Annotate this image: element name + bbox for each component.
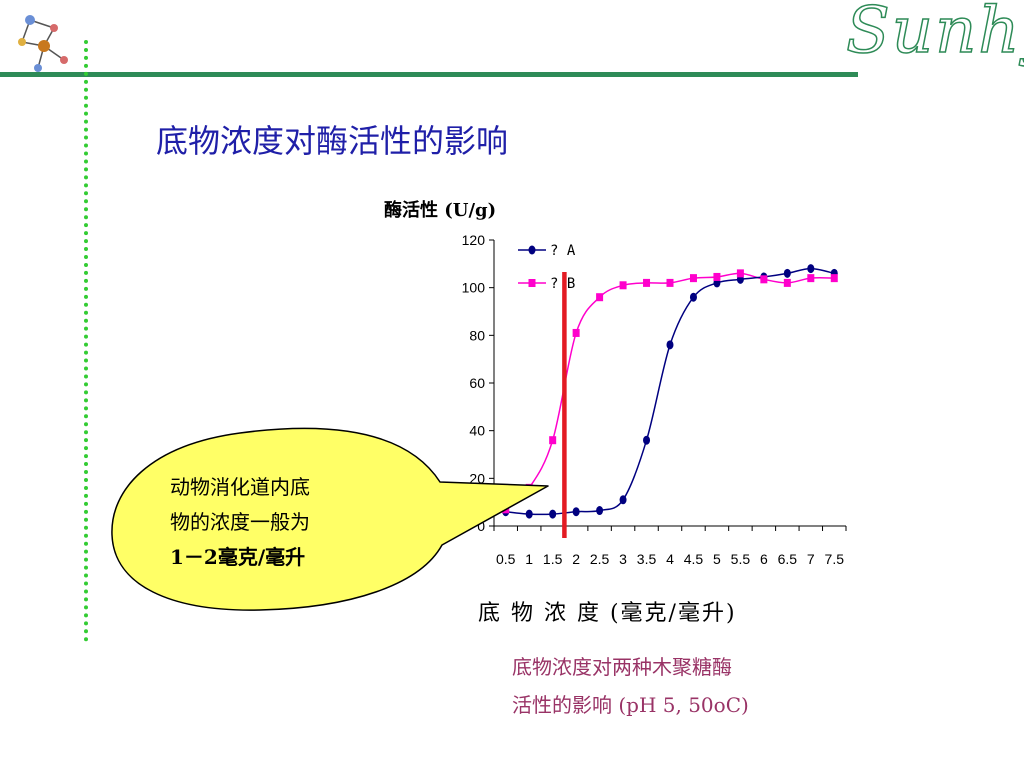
legend-label: ? A	[550, 243, 576, 259]
series-a-point	[619, 495, 627, 505]
x-tick-label: 3	[619, 551, 627, 567]
y-tick-label: 40	[469, 423, 485, 439]
chart-caption: 底物浓度对两种木聚糖酶 活性的影响 (pH 5, 50oC)	[512, 648, 872, 724]
series-b-point	[830, 274, 838, 283]
series-a-point	[525, 509, 533, 519]
x-tick-label: 5.5	[731, 551, 751, 567]
series-a-point	[689, 292, 697, 302]
y-tick-label: 80	[469, 327, 485, 343]
series-a-point	[807, 264, 815, 274]
series-b-point	[619, 281, 627, 290]
y-tick-label: 20	[469, 470, 485, 486]
slide-title: 底物浓度对酶活性的影响	[156, 122, 509, 160]
y-tick-label: 60	[469, 375, 485, 391]
callout-line: 1－2毫克/毫升	[170, 545, 306, 569]
x-tick-label: 7.5	[825, 551, 845, 567]
brand-logo-text: Sunhy	[845, 0, 1024, 69]
y-tick-label: 100	[462, 280, 486, 296]
series-a-point	[643, 435, 651, 445]
x-tick-label: 0.5	[496, 551, 516, 567]
series-b-point	[783, 278, 791, 287]
series-b-point	[689, 274, 697, 283]
callout-line: 动物消化道内底	[170, 475, 310, 499]
header-rule	[0, 72, 858, 77]
series-b-point	[643, 278, 651, 287]
x-tick-label: 1.5	[543, 551, 563, 567]
callout-text: 动物消化道内底 物的浓度一般为 1－2毫克/毫升	[170, 470, 380, 575]
y-tick-label: 0	[477, 518, 485, 534]
x-tick-label: 5	[713, 551, 721, 567]
series-a-point	[783, 268, 791, 278]
series-b-point	[736, 269, 744, 278]
series-b-point	[549, 436, 557, 445]
x-tick-label: 1	[525, 551, 533, 567]
series-a-point	[596, 506, 604, 516]
x-tick-label: 4.5	[684, 551, 704, 567]
caption-line: 底物浓度对两种木聚糖酶	[512, 655, 732, 679]
series-b-point	[713, 272, 721, 281]
series-a-point	[549, 509, 557, 519]
y-tick-label: 120	[462, 232, 486, 248]
x-tick-label: 4	[666, 551, 674, 567]
series-b-point	[572, 328, 580, 337]
series-b-point	[760, 275, 768, 284]
x-tick-label: 2	[572, 551, 580, 567]
dotted-divider	[84, 40, 88, 642]
series-b-point	[666, 278, 674, 287]
x-tick-label: 7	[807, 551, 815, 567]
legend-label: ? B	[550, 276, 575, 292]
series-a-point	[666, 340, 674, 350]
legend-marker	[528, 279, 536, 287]
molecule-logo-icon	[18, 15, 68, 72]
callout-line: 物的浓度一般为	[170, 510, 310, 534]
series-b-point	[807, 274, 815, 283]
x-tick-label: 6	[760, 551, 768, 567]
x-tick-label: 2.5	[590, 551, 610, 567]
x-axis-title: 底 物 浓 度 (毫克/毫升)	[478, 601, 737, 626]
caption-line: 活性的影响 (pH 5, 50oC)	[512, 693, 749, 717]
y-axis-title: 酶活性 (U/g)	[384, 200, 497, 221]
x-tick-label: 6.5	[778, 551, 798, 567]
legend-marker	[528, 245, 536, 255]
x-tick-label: 3.5	[637, 551, 657, 567]
series-b-point	[596, 293, 604, 302]
series-a-point	[572, 507, 580, 517]
